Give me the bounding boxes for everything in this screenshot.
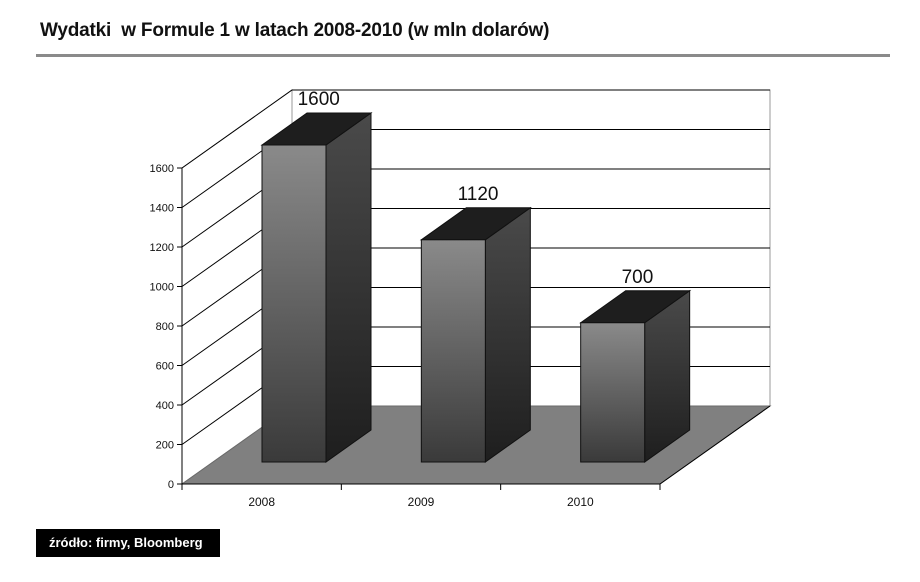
- gridline: [181, 89, 770, 169]
- y-tick-label: 1400: [150, 203, 174, 215]
- data-labels: 1600 1120 700: [298, 89, 654, 288]
- data-label: 1120: [458, 184, 499, 205]
- x-tick-label: 2008: [248, 495, 275, 509]
- bar-front: [261, 144, 327, 463]
- y-tick-labels: 0 200 400 600 800 1000 1200 1400 1600: [150, 163, 174, 491]
- x-axis-depth: [659, 405, 771, 485]
- x-tick-label: 2010: [567, 495, 594, 509]
- y-tick-label: 200: [156, 440, 174, 452]
- bar-2008: [260, 112, 373, 463]
- bars: [260, 112, 692, 463]
- bar-front: [580, 322, 646, 463]
- y-tick-label: 1000: [150, 282, 174, 294]
- bar-front: [420, 239, 486, 463]
- chart-title: Wydatki w Formule 1 w latach 2008-2010 (…: [40, 20, 550, 41]
- data-label: 1600: [298, 89, 340, 110]
- x-tick-label: 2009: [408, 495, 435, 509]
- y-tick-label: 800: [156, 321, 174, 333]
- title-divider: [36, 54, 890, 57]
- bar-2010: [579, 289, 692, 463]
- y-tick-label: 400: [156, 400, 174, 412]
- bar-2009: [419, 206, 532, 463]
- bar-side: [325, 112, 372, 463]
- x-tick-labels: 2008 2009 2010: [248, 495, 594, 509]
- source-note: źródło: firmy, Bloomberg: [36, 529, 220, 557]
- bar-side: [484, 206, 531, 463]
- y-tick-label: 1200: [150, 242, 174, 254]
- data-label: 700: [622, 267, 654, 288]
- y-tick-label: 0: [168, 479, 174, 491]
- axes: [177, 167, 771, 490]
- y-tick-label: 600: [156, 361, 174, 373]
- y-tick-label: 1600: [150, 163, 174, 175]
